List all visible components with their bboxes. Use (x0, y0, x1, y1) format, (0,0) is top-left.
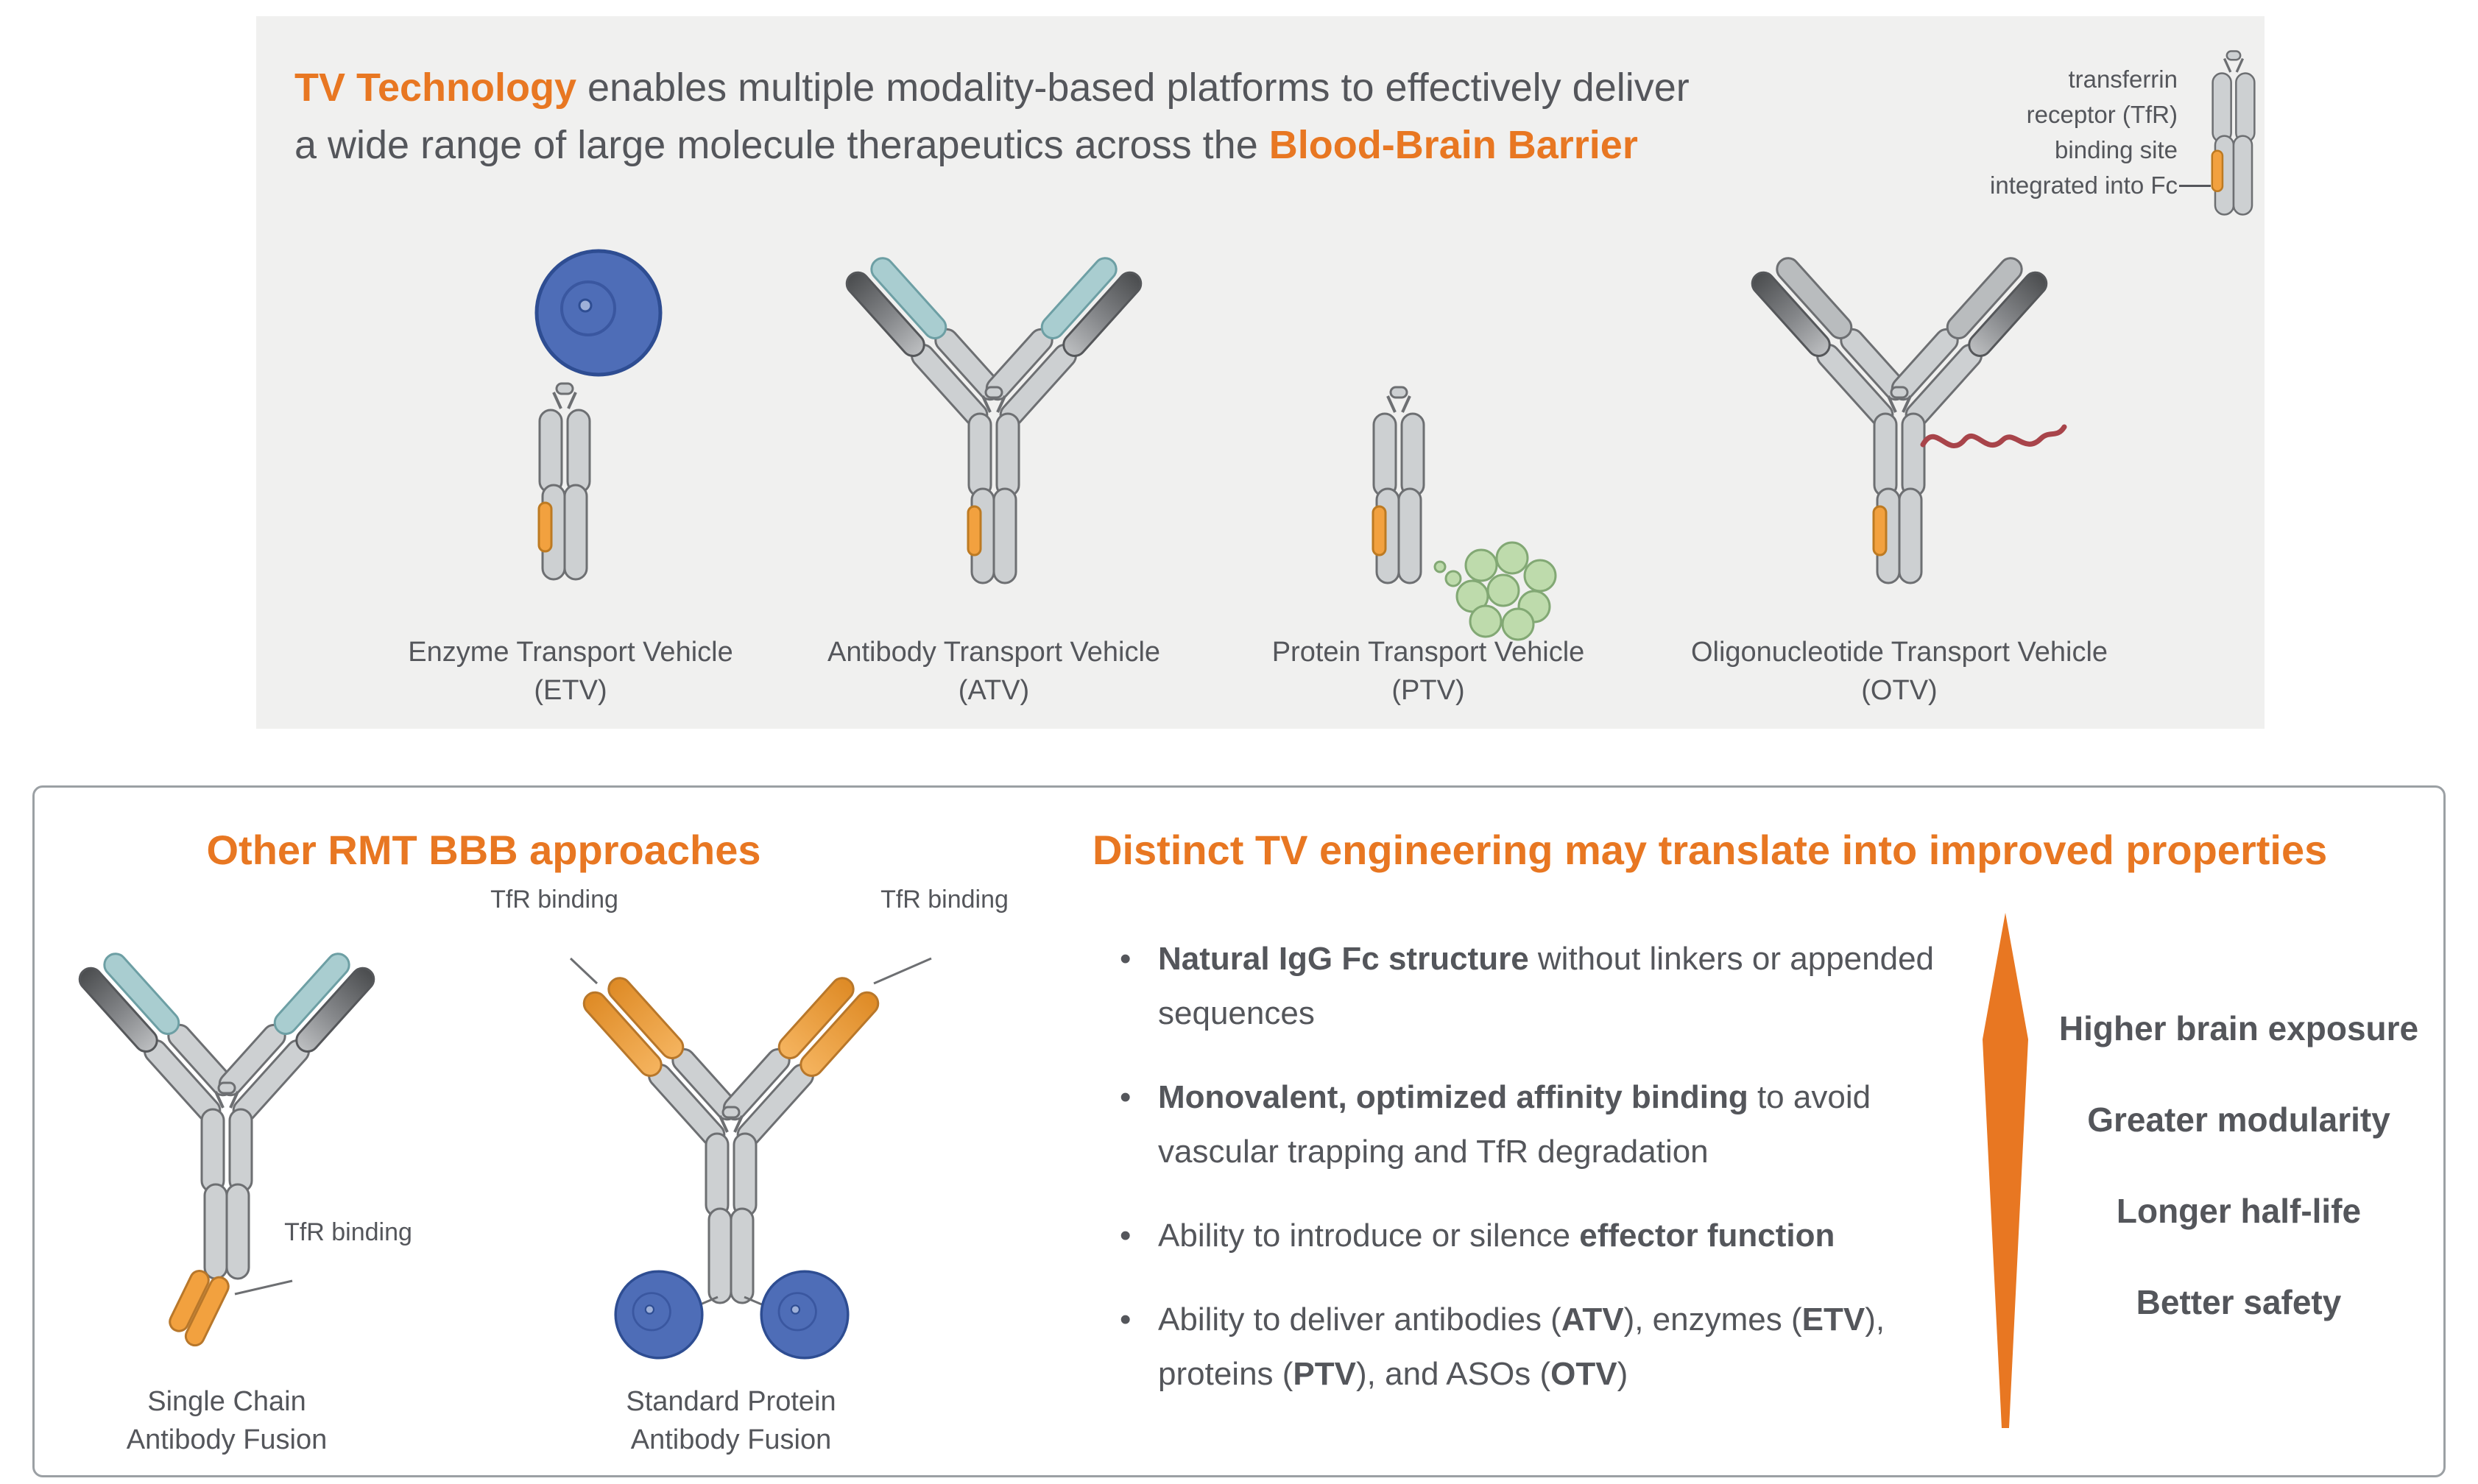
title-line-1: TV Technology enables multiple modality-… (294, 59, 1973, 116)
otv-abbr: (OTV) (1861, 675, 1938, 706)
tfr-patch-icon (1372, 505, 1387, 556)
atv-name: Antibody Transport Vehicle (827, 637, 1161, 668)
comparison-panel: Other RMT BBB approaches Distinct TV eng… (32, 785, 2446, 1477)
tfr-patch-icon (967, 505, 982, 556)
title-line1-rest: enables multiple modality-based platform… (576, 66, 1690, 110)
etv-label: Enzyme Transport Vehicle (ETV) (335, 633, 806, 710)
scfv-fragment-icon (163, 1264, 233, 1350)
label-line2: Antibody Fusion (126, 1424, 328, 1455)
title-tv-technology: TV Technology (294, 66, 577, 110)
standard-protein-fusion-illustration (558, 953, 904, 1360)
tfr-binding-site-note: transferrin receptor (TfR) binding site … (1935, 62, 2178, 203)
property-half-life: Longer half-life (2116, 1192, 2362, 1230)
fc-fragment-icon (2211, 49, 2256, 216)
tfr-note-line2: receptor (TfR) (2026, 101, 2178, 128)
ptv-name: Protein Transport Vehicle (1271, 637, 1585, 668)
etv-name: Enzyme Transport Vehicle (408, 637, 733, 668)
label-line2: Antibody Fusion (630, 1424, 832, 1455)
tv-properties-bullet-list: Natural IgG Fc structure without linkers… (1115, 932, 1947, 1431)
panel-title: TV Technology enables multiple modality-… (294, 59, 1973, 174)
single-chain-fusion-illustration (54, 929, 400, 1350)
bullet-natural-igg: Natural IgG Fc structure without linkers… (1115, 932, 1947, 1041)
bullet-effector-function: Ability to introduce or silence effector… (1115, 1209, 1947, 1263)
ptv-illustration (1372, 386, 1557, 641)
tfr-patch-icon (2211, 149, 2224, 193)
label-line1: Standard Protein (626, 1386, 836, 1417)
tfr-patch-icon (1872, 505, 1888, 556)
property-modularity: Greater modularity (2087, 1100, 2390, 1139)
single-chain-tfr-annotation: TfR binding (284, 1218, 412, 1246)
tfr-note-line1: transferrin (2068, 66, 2178, 93)
bullet-deliver-modalities: Ability to deliver antibodies (ATV), enz… (1115, 1293, 1947, 1402)
title-line-2: a wide range of large molecule therapeut… (294, 116, 1973, 174)
improvement-arrow-icon (1983, 913, 2028, 1428)
bullet-monovalent-binding: Monovalent, optimized affinity binding t… (1115, 1070, 1947, 1179)
fc-chains (705, 1106, 758, 1304)
tfr-note-line4: integrated into Fc (1990, 172, 2178, 199)
otv-name: Oligonucleotide Transport Vehicle (1690, 637, 2108, 668)
protein-sphere-icon-left (614, 1270, 704, 1360)
fc-chains (200, 1081, 253, 1280)
standard-right-tfr-annotation: TfR binding (880, 886, 1009, 914)
distinct-tv-engineering-heading: Distinct TV engineering may translate in… (1092, 827, 2328, 873)
standard-left-tfr-annotation: TfR binding (490, 886, 618, 914)
tv-technology-panel: TV Technology enables multiple modality-… (256, 16, 2265, 729)
otv-label: Oligonucleotide Transport Vehicle (OTV) (1664, 633, 2135, 710)
single-chain-fusion-label: Single Chain Antibody Fusion (54, 1382, 400, 1459)
etv-abbr: (ETV) (534, 675, 607, 706)
tfr-note-pointer-line (2179, 185, 2211, 187)
title-blood-brain-barrier: Blood-Brain Barrier (1268, 123, 1638, 167)
etv-illustration (462, 226, 682, 581)
property-brain-exposure: Higher brain exposure (2058, 1009, 2419, 1047)
atv-abbr: (ATV) (958, 675, 1030, 706)
improved-properties-list: Higher brain exposure Greater modularity… (2034, 1007, 2443, 1372)
title-line2-pre: a wide range of large molecule therapeut… (294, 123, 1269, 167)
ptv-label: Protein Transport Vehicle (PTV) (1193, 633, 1664, 710)
enzyme-sphere-icon (537, 251, 660, 375)
property-safety: Better safety (2136, 1283, 2342, 1321)
atv-label: Antibody Transport Vehicle (ATV) (758, 633, 1229, 710)
protein-beads-icon (1433, 541, 1557, 641)
standard-protein-fusion-label: Standard Protein Antibody Fusion (558, 1382, 904, 1459)
protein-sphere-icon-right (760, 1270, 850, 1360)
atv-illustration (821, 233, 1167, 584)
ptv-abbr: (PTV) (1391, 675, 1465, 706)
oligonucleotide-strand-icon (1920, 424, 2067, 448)
tfr-note-line3: binding site (2055, 136, 2178, 163)
other-rmt-bbb-heading: Other RMT BBB approaches (206, 827, 761, 873)
label-line1: Single Chain (147, 1386, 306, 1417)
otv-illustration (1726, 233, 2067, 584)
tfr-patch-icon (537, 501, 553, 553)
